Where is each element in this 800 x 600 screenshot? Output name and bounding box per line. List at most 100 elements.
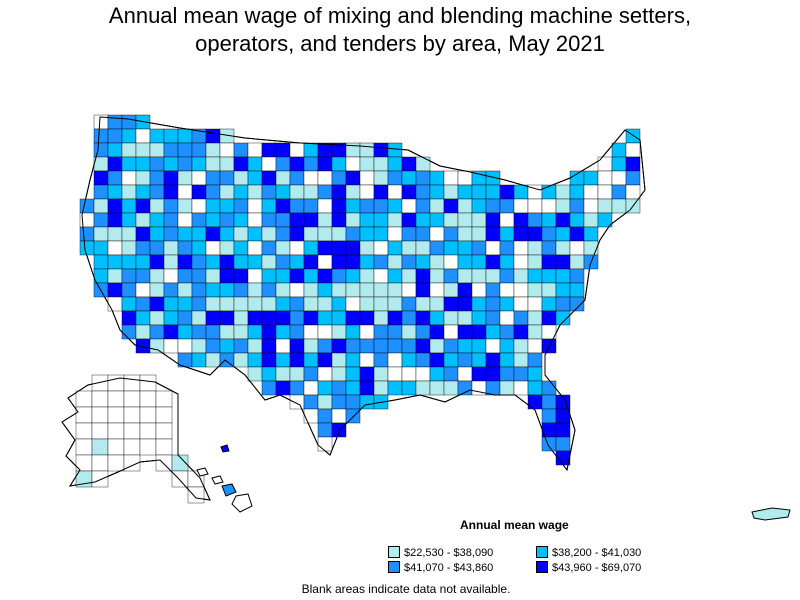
map-area (107, 198, 123, 214)
map-area (359, 282, 375, 298)
map-area (275, 156, 291, 172)
map-title-line-1: Annual mean wage of mixing and blending … (108, 3, 692, 28)
map-area (247, 352, 263, 368)
map-area (415, 366, 431, 382)
map-area (345, 170, 361, 186)
map-area (135, 128, 151, 144)
map-area (401, 170, 417, 186)
map-area (373, 366, 389, 382)
map-area (457, 338, 473, 354)
map-area (289, 268, 305, 284)
map-area (443, 170, 459, 186)
map-area (415, 268, 431, 284)
map-area (373, 254, 389, 270)
map-area (233, 254, 249, 270)
map-area (569, 282, 585, 298)
map-area (429, 198, 445, 214)
map-area (177, 254, 193, 270)
map-area (401, 296, 417, 312)
map-area (121, 240, 137, 256)
map-area (75, 390, 93, 408)
map-area (359, 310, 375, 326)
map-area (91, 422, 109, 440)
map-area (331, 422, 347, 438)
map-area (233, 240, 249, 256)
map-area (331, 324, 347, 340)
map-area (303, 212, 319, 228)
map-area (345, 296, 361, 312)
map-area (91, 374, 109, 392)
map-area (303, 366, 319, 382)
map-area (93, 198, 109, 214)
map-area (303, 282, 319, 298)
map-area (135, 240, 151, 256)
map-area (583, 240, 599, 256)
map-area (415, 240, 431, 256)
map-area (177, 338, 193, 354)
map-area (135, 324, 151, 340)
map-area (359, 268, 375, 284)
map-area (429, 380, 445, 396)
map-area (429, 366, 445, 382)
map-area (289, 226, 305, 242)
map-area (457, 226, 473, 242)
map-area (359, 226, 375, 242)
map-area (457, 282, 473, 298)
map-area (149, 268, 165, 284)
map-area (247, 296, 263, 312)
map-area (457, 352, 473, 368)
map-area (123, 390, 141, 408)
map-area (345, 324, 361, 340)
map-area (513, 226, 529, 242)
map-area (331, 198, 347, 214)
map-area (177, 240, 193, 256)
map-area (205, 198, 221, 214)
map-area (275, 282, 291, 298)
map-area (91, 438, 109, 456)
map-area (527, 352, 543, 368)
map-area (275, 324, 291, 340)
map-area (513, 324, 529, 340)
map-area (191, 240, 207, 256)
map-area (163, 296, 179, 312)
map-area (485, 310, 501, 326)
map-area (471, 324, 487, 340)
map-area (191, 142, 207, 158)
map-area (387, 268, 403, 284)
map-area (541, 240, 557, 256)
map-area (415, 324, 431, 340)
map-area (177, 226, 193, 242)
map-area (569, 212, 585, 228)
legend-item-4: $43,960 - $69,070 (536, 561, 641, 574)
map-area (541, 254, 557, 270)
map-area (163, 338, 179, 354)
map-area (457, 212, 473, 228)
map-area (247, 198, 263, 214)
map-area (107, 422, 125, 440)
map-area (415, 156, 431, 172)
map-area (471, 198, 487, 214)
map-area (93, 156, 109, 172)
map-area (443, 268, 459, 284)
map-area (401, 282, 417, 298)
map-area (247, 310, 263, 326)
map-area (387, 352, 403, 368)
legend-label-1: $22,530 - $38,090 (404, 547, 494, 559)
map-area (331, 394, 347, 410)
map-area (359, 184, 375, 200)
map-area (121, 296, 137, 312)
map-area (541, 212, 557, 228)
map-area (191, 282, 207, 298)
map-area (429, 240, 445, 256)
map-area (373, 282, 389, 298)
map-area (205, 324, 221, 340)
map-area (541, 282, 557, 298)
map-area (541, 394, 557, 410)
map-area (163, 128, 179, 144)
map-area (387, 240, 403, 256)
map-area (331, 240, 347, 256)
map-area (471, 184, 487, 200)
map-area (429, 254, 445, 270)
map-area (317, 296, 333, 312)
map-area (191, 226, 207, 242)
